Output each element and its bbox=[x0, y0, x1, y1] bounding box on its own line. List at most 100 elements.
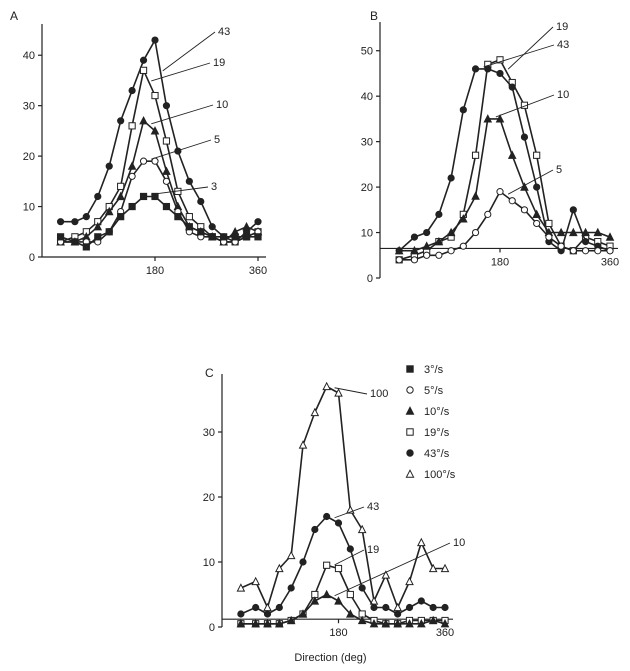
data-point bbox=[310, 407, 320, 417]
data-point bbox=[185, 213, 193, 221]
data-point bbox=[405, 576, 414, 586]
data-point bbox=[496, 69, 504, 78]
data-point bbox=[151, 91, 159, 100]
data-point bbox=[298, 440, 308, 449]
data-point bbox=[605, 232, 615, 241]
series-43: 43 bbox=[237, 501, 449, 618]
data-point bbox=[251, 618, 260, 628]
data-point bbox=[237, 610, 245, 618]
series-100: 100 bbox=[236, 381, 450, 612]
data-point bbox=[128, 172, 136, 180]
data-point bbox=[471, 65, 480, 73]
data-point bbox=[71, 218, 79, 226]
data-point bbox=[322, 589, 331, 599]
data-point bbox=[254, 233, 262, 241]
series-line bbox=[60, 160, 259, 243]
data-point bbox=[382, 603, 390, 612]
series-callout-label: 43 bbox=[367, 501, 379, 513]
data-point bbox=[117, 182, 125, 190]
data-point bbox=[422, 241, 431, 250]
data-point bbox=[82, 243, 90, 251]
data-point bbox=[56, 218, 65, 226]
series-callout-label: 19 bbox=[213, 57, 225, 69]
data-point bbox=[446, 227, 456, 237]
data-point bbox=[275, 563, 284, 573]
data-point bbox=[508, 197, 516, 205]
data-point bbox=[251, 576, 260, 586]
data-point bbox=[139, 157, 148, 165]
legend-marker bbox=[406, 386, 414, 394]
series-callout-label: 10 bbox=[557, 89, 569, 101]
y-tick-label: 0 bbox=[29, 252, 35, 264]
series-line bbox=[60, 120, 259, 243]
data-point bbox=[483, 114, 493, 123]
series-callout-label: 3 bbox=[211, 181, 217, 193]
legend-label: 19°/s bbox=[424, 427, 450, 439]
data-point bbox=[287, 584, 295, 592]
data-point bbox=[323, 561, 331, 569]
data-point bbox=[346, 609, 355, 618]
data-point bbox=[116, 191, 125, 201]
data-point bbox=[410, 233, 419, 241]
data-point bbox=[428, 563, 438, 573]
legend-label: 3°/s bbox=[424, 364, 444, 376]
data-point bbox=[520, 206, 529, 214]
data-point bbox=[357, 524, 367, 534]
data-point bbox=[393, 602, 402, 612]
panel-c: C 0 10 20 30 180 360 100 43 19 10 3°/s 5°/s 10°/s 19°/… bbox=[203, 364, 466, 664]
data-point bbox=[334, 596, 343, 605]
data-point bbox=[334, 519, 343, 527]
data-point bbox=[310, 596, 320, 605]
data-point bbox=[423, 228, 431, 237]
callout-leader bbox=[151, 186, 209, 195]
legend: 3°/s 5°/s 10°/s 19°/s 43°/s 100°/s bbox=[405, 364, 456, 481]
legend-marker bbox=[406, 365, 414, 373]
data-point bbox=[117, 213, 125, 221]
data-point bbox=[236, 618, 246, 628]
data-point bbox=[71, 238, 79, 246]
series-callout-label: 100 bbox=[370, 388, 388, 400]
data-point bbox=[394, 610, 402, 618]
data-point bbox=[128, 122, 136, 130]
data-point bbox=[606, 247, 614, 255]
data-point bbox=[151, 192, 159, 201]
data-point bbox=[417, 537, 426, 547]
data-point bbox=[393, 618, 402, 628]
data-point bbox=[162, 102, 171, 110]
data-point bbox=[334, 564, 343, 573]
data-point bbox=[275, 618, 284, 628]
data-point bbox=[569, 206, 577, 214]
panel-b: B 0 10 20 30 40 50 180 360 19 43 10 5 bbox=[361, 9, 619, 285]
series-5: 5 bbox=[395, 164, 614, 264]
data-point bbox=[405, 603, 414, 612]
data-point bbox=[231, 233, 239, 241]
data-point bbox=[495, 114, 505, 123]
data-point bbox=[471, 191, 480, 200]
callout-leader bbox=[334, 542, 451, 597]
data-point bbox=[236, 583, 246, 592]
callout-leader bbox=[483, 44, 555, 68]
data-point bbox=[286, 615, 296, 625]
data-point bbox=[581, 247, 590, 255]
legend-label: 100°/s bbox=[424, 469, 456, 481]
data-point bbox=[381, 618, 391, 628]
data-point bbox=[557, 242, 565, 250]
series-line bbox=[398, 58, 611, 261]
data-point bbox=[128, 202, 136, 211]
y-tick-label: 30 bbox=[23, 101, 35, 113]
legend-label: 5°/s bbox=[424, 385, 444, 397]
legend-label: 10°/s bbox=[424, 406, 450, 418]
legend-label: 43°/s bbox=[424, 448, 450, 460]
data-point bbox=[104, 206, 114, 216]
x-tick-label: 180 bbox=[329, 627, 347, 639]
data-point bbox=[208, 233, 216, 241]
data-point bbox=[533, 183, 541, 191]
data-point bbox=[286, 550, 296, 560]
series-line bbox=[398, 68, 611, 252]
y-tick-label: 10 bbox=[203, 557, 215, 569]
data-point bbox=[94, 233, 102, 241]
data-point bbox=[346, 545, 354, 553]
series-callout-label: 43 bbox=[557, 39, 569, 51]
data-point bbox=[242, 233, 251, 241]
